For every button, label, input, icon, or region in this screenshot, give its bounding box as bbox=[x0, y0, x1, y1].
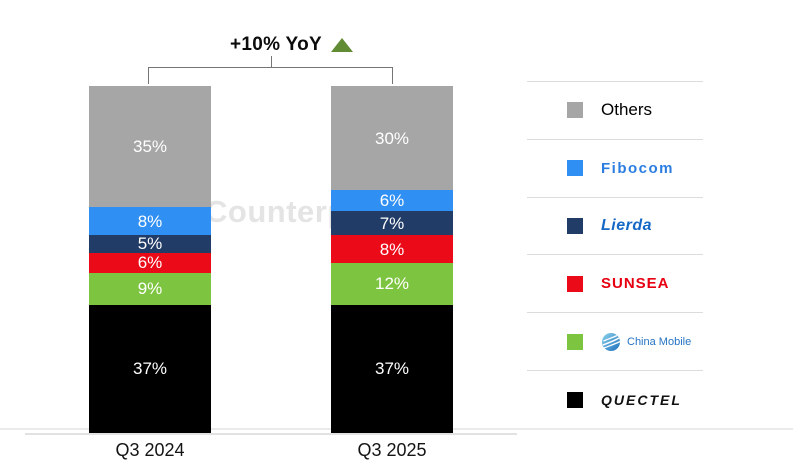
bar-segment-others: 30% bbox=[331, 86, 453, 191]
segment-value-label: 5% bbox=[137, 234, 163, 254]
x-axis-line bbox=[25, 433, 517, 435]
stacked-bar-q3-2024: 35% 8% 5% 6% 9% 37% bbox=[89, 86, 211, 433]
bracket-horizontal-line bbox=[148, 67, 393, 68]
segment-value-label: 6% bbox=[379, 191, 405, 210]
legend-item-china-mobile: China Mobile bbox=[527, 312, 703, 370]
legend-item-fibocom: Fibocom bbox=[527, 138, 703, 197]
legend: Others Fibocom Lierda SUNSEA bbox=[527, 81, 703, 428]
legend-item-others: Others bbox=[527, 81, 703, 139]
legend-swatch-fibocom bbox=[567, 160, 583, 177]
legend-swatch-others bbox=[567, 102, 583, 119]
bar-segment-quectel: 37% bbox=[89, 304, 211, 433]
legend-label-others: Others bbox=[601, 100, 653, 120]
bar-segment-fibocom: 6% bbox=[331, 190, 453, 211]
legend-swatch-china-mobile bbox=[567, 333, 583, 350]
china-mobile-logo: China Mobile bbox=[601, 332, 691, 352]
yoy-up-triangle-icon bbox=[331, 38, 354, 52]
bar-segment-sunsea: 6% bbox=[89, 252, 211, 274]
segment-value-label: 7% bbox=[379, 213, 405, 233]
segment-value-label: 12% bbox=[374, 274, 410, 294]
stacked-bar-q3-2025: 30% 6% 7% 8% 12% 37% bbox=[331, 86, 453, 433]
bracket-right-tick bbox=[391, 67, 393, 84]
segment-value-label: 37% bbox=[374, 359, 410, 379]
segment-value-label: 8% bbox=[379, 239, 405, 259]
bar-segment-china-mobile: 12% bbox=[331, 262, 453, 305]
bar-segment-quectel: 37% bbox=[331, 304, 453, 433]
segment-value-label: 37% bbox=[132, 359, 168, 379]
lierda-logo: Lierda bbox=[601, 217, 653, 235]
bar-segment-others: 35% bbox=[89, 86, 211, 208]
segment-value-label: 9% bbox=[137, 279, 163, 299]
segment-value-label: 30% bbox=[374, 128, 410, 148]
bar-segment-fibocom: 8% bbox=[89, 207, 211, 236]
sunsea-logo: SUNSEA bbox=[601, 275, 670, 293]
segment-value-label: 35% bbox=[132, 137, 168, 157]
bracket-center-stem bbox=[271, 56, 272, 68]
x-axis-label-q3-2025: Q3 2025 bbox=[357, 440, 427, 460]
x-axis-label-q3-2024: Q3 2024 bbox=[115, 440, 185, 460]
yoy-annotation: +10% YoY bbox=[230, 34, 354, 56]
legend-item-quectel: QUECTEL bbox=[527, 370, 703, 428]
legend-swatch-sunsea bbox=[567, 275, 583, 292]
quectel-logo: QUECTEL bbox=[601, 391, 682, 408]
bar-segment-sunsea: 8% bbox=[331, 235, 453, 263]
legend-swatch-lierda bbox=[567, 218, 583, 235]
fibocom-logo: Fibocom bbox=[601, 159, 674, 177]
legend-item-sunsea: SUNSEA bbox=[527, 254, 703, 312]
segment-value-label: 8% bbox=[137, 211, 163, 231]
yoy-label: +10% YoY bbox=[230, 34, 323, 55]
china-mobile-globe-icon bbox=[602, 332, 621, 351]
legend-swatch-quectel bbox=[567, 391, 583, 408]
bar-segment-china-mobile: 9% bbox=[89, 273, 211, 305]
bar-segment-lierda: 5% bbox=[89, 234, 211, 254]
bar-segment-lierda: 7% bbox=[331, 210, 453, 236]
watermark-text: Counterp bbox=[205, 194, 347, 229]
legend-item-lierda: Lierda bbox=[527, 196, 703, 255]
bracket-left-tick bbox=[148, 67, 149, 84]
china-mobile-logo-text: China Mobile bbox=[627, 335, 692, 348]
segment-value-label: 6% bbox=[137, 253, 163, 273]
